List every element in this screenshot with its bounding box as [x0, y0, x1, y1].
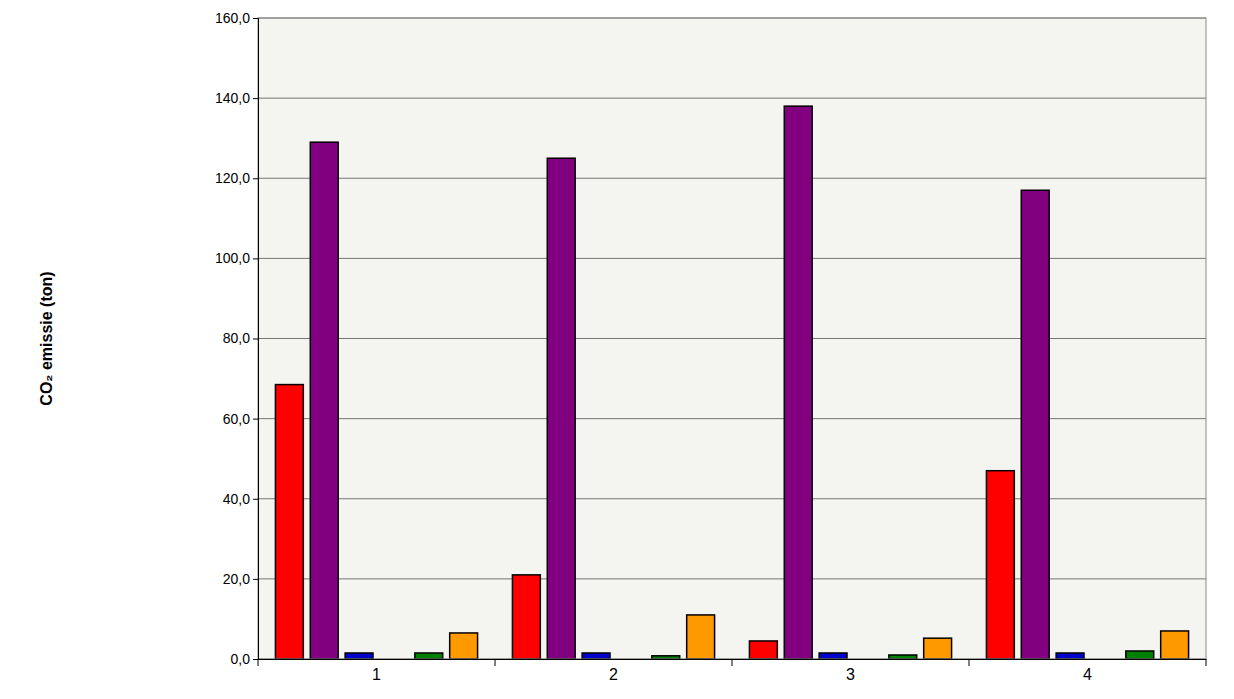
y-tick-label: 80,0	[223, 330, 250, 346]
bar	[512, 575, 540, 659]
bar	[749, 641, 777, 659]
y-tick-label: 60,0	[223, 411, 250, 427]
y-tick: 120,0	[215, 170, 258, 186]
y-tick: 0,0	[231, 651, 258, 667]
group-separator	[732, 659, 733, 666]
y-axis: 0,0 20,0 40,0 60,0 80,0 100,0 120,0 140,0 160,0	[215, 10, 259, 667]
series	[450, 615, 1189, 659]
x-tick-label: 3	[846, 666, 855, 683]
y-tick-label: 160,0	[215, 10, 250, 26]
x-tick-label: 1	[372, 666, 381, 683]
grid	[258, 18, 1206, 659]
bar	[1161, 631, 1189, 659]
x-tick: 4	[1083, 659, 1092, 683]
x-tick-label: 2	[609, 666, 618, 683]
series	[415, 651, 1154, 659]
bar	[582, 653, 610, 659]
y-tick-label: 120,0	[215, 170, 250, 186]
y-tick: 40,0	[223, 491, 258, 507]
bar	[275, 385, 303, 659]
grid-line	[258, 98, 1206, 99]
y-tick-mark	[253, 499, 258, 500]
bar	[1021, 190, 1049, 659]
y-tick-mark	[253, 18, 258, 19]
group-separator	[1206, 659, 1207, 666]
bar	[924, 638, 952, 659]
bar	[687, 615, 715, 659]
bar	[310, 142, 338, 659]
y-tick: 100,0	[215, 250, 258, 266]
bar	[345, 653, 373, 659]
y-tick: 160,0	[215, 10, 258, 26]
y-tick: 60,0	[223, 411, 258, 427]
y-tick-label: 40,0	[223, 491, 250, 507]
grid-line	[258, 258, 1206, 259]
y-tick: 20,0	[223, 571, 258, 587]
grid-line	[258, 178, 1206, 179]
grid-line	[258, 338, 1206, 339]
bar	[1056, 653, 1084, 659]
y-tick-mark	[253, 178, 258, 179]
x-tick-label: 4	[1083, 666, 1092, 683]
x-axis: 1 2 3 4	[258, 659, 1207, 683]
x-tick: 1	[372, 659, 381, 683]
y-tick: 80,0	[223, 330, 258, 346]
x-tick: 2	[609, 659, 618, 683]
y-tick-label: 140,0	[215, 90, 250, 106]
plot-background	[258, 18, 1206, 659]
bar	[889, 655, 917, 659]
y-tick-mark	[253, 258, 258, 259]
bar	[415, 653, 443, 659]
series	[310, 106, 1049, 659]
y-axis-title: CO₂ emissie (ton)	[38, 271, 55, 405]
y-axis-line	[253, 19, 259, 660]
y-tick-label: 0,0	[231, 651, 251, 667]
grid-line	[258, 498, 1206, 499]
bar	[1126, 651, 1154, 659]
bars	[275, 106, 1188, 659]
y-tick-label: 20,0	[223, 571, 250, 587]
y-tick-label: 100,0	[215, 250, 250, 266]
x-tick: 3	[846, 659, 855, 683]
group-separators	[258, 659, 1206, 666]
bar	[784, 106, 812, 659]
grid-line	[258, 578, 1206, 579]
y-tick: 140,0	[215, 90, 258, 106]
y-tick-mark	[253, 339, 258, 340]
series	[275, 385, 1014, 659]
bar	[547, 158, 575, 659]
chart: 0,0 20,0 40,0 60,0 80,0 100,0 120,0 140,0 160,0 1…	[0, 0, 1234, 699]
bar	[819, 653, 847, 659]
group-separator	[495, 659, 496, 666]
y-tick-mark	[253, 659, 258, 660]
y-tick-mark	[253, 98, 258, 99]
group-separator	[969, 659, 970, 666]
grid-line	[258, 418, 1206, 419]
bar	[986, 471, 1014, 659]
plot: 0,0 20,0 40,0 60,0 80,0 100,0 120,0 140,0 160,0 1…	[215, 10, 1207, 683]
plot-frame	[258, 18, 1206, 659]
bar	[450, 633, 478, 659]
y-tick-mark	[253, 579, 258, 580]
group-separator	[258, 659, 259, 666]
y-tick-mark	[253, 419, 258, 420]
